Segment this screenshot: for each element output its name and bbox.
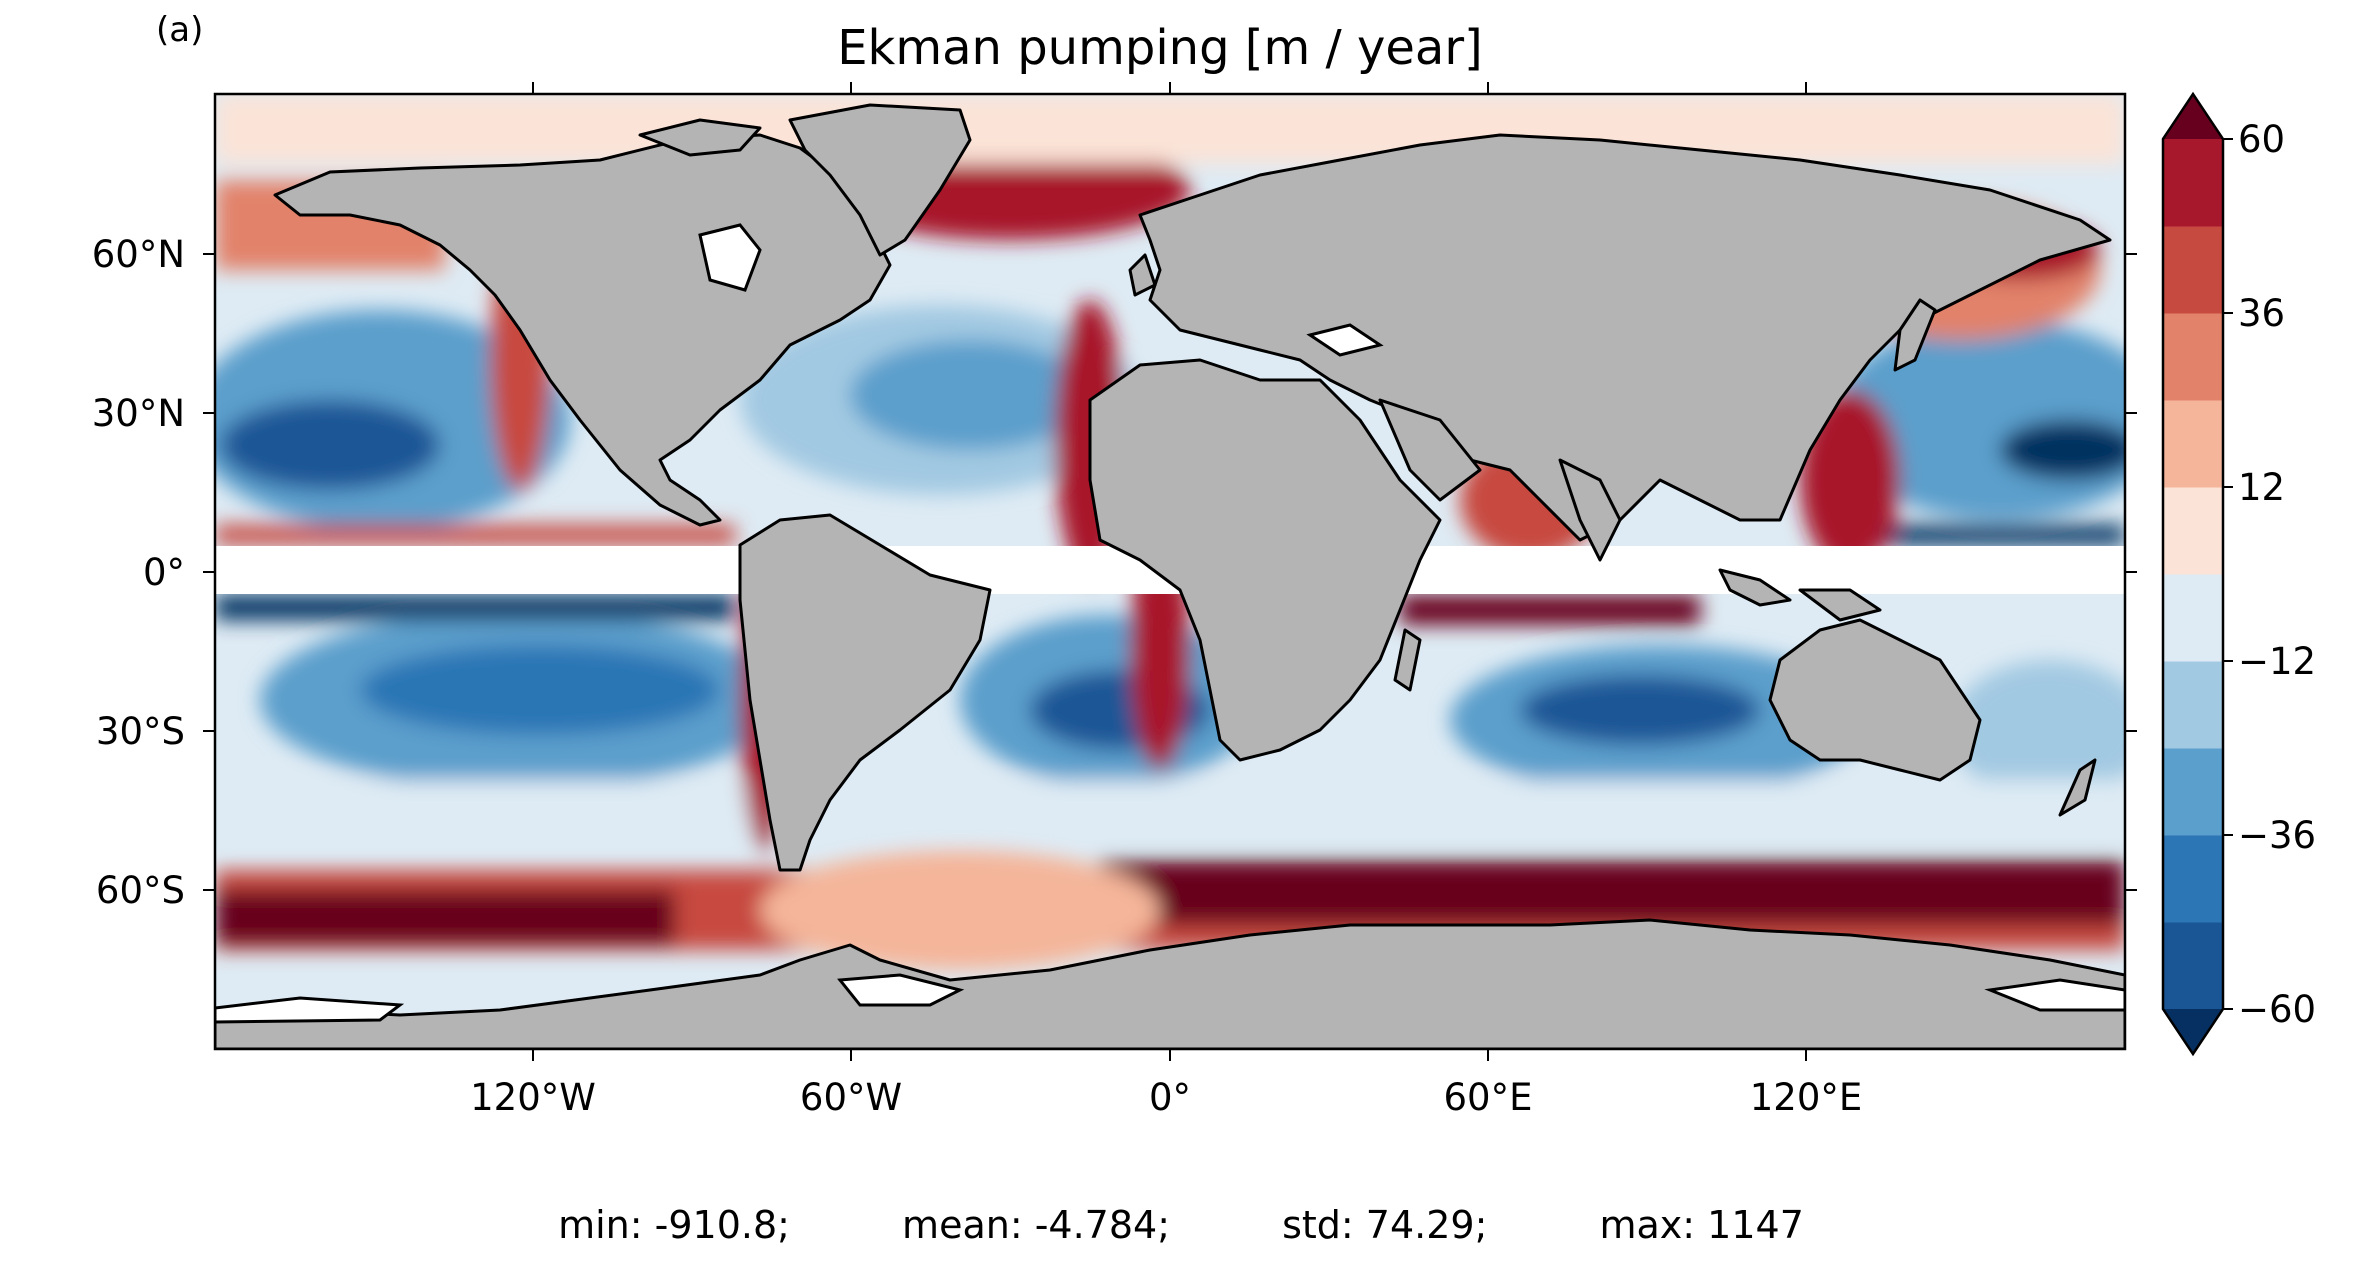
colorbar-segment (2163, 313, 2223, 401)
eurasia (1138, 133, 2112, 542)
colorbar-segment (2163, 487, 2223, 575)
lon-label-120w: 120°W (470, 1076, 596, 1119)
lat-ticks (203, 253, 2137, 891)
lon-label-60w: 60°W (800, 1076, 902, 1119)
lon-label-120e: 120°E (1750, 1076, 1863, 1119)
colorbar-segment (2163, 922, 2223, 1010)
stat-std: std: 74.29; (1282, 1203, 1488, 1247)
colorbar-segment (2163, 835, 2223, 923)
colorbar-segment (2163, 226, 2223, 314)
colorbar-label-60: 60 (2238, 118, 2285, 161)
map-title: Ekman pumping [m / year] (837, 20, 1483, 76)
arctic-islands (638, 118, 762, 157)
south-america (738, 513, 992, 872)
lat-label-0: 0° (143, 551, 185, 594)
stat-max: max: 1147 (1599, 1203, 1804, 1247)
africa (1088, 358, 1442, 762)
india (1558, 458, 1622, 562)
colorbar-extend-over (2163, 94, 2223, 139)
lat-label-60s: 60°S (96, 869, 185, 912)
colorbar-label-12: 12 (2238, 466, 2285, 509)
lat-label-30s: 30°S (96, 710, 185, 753)
lat-label-30n: 30°N (92, 392, 185, 435)
colorbar-label-neg60: −60 (2238, 988, 2316, 1031)
arabia (1378, 398, 1482, 502)
stat-min: min: -910.8; (558, 1203, 790, 1247)
colorbar-extend-under (2163, 1009, 2223, 1054)
stat-mean: mean: -4.784; (902, 1203, 1170, 1247)
ekman-field (215, 94, 2125, 970)
colorbar-segment (2163, 139, 2223, 227)
lon-label-60e: 60°E (1444, 1076, 1533, 1119)
colorbar-segment (2163, 748, 2223, 836)
colorbar-segment (2163, 661, 2223, 749)
madagascar (1393, 628, 1422, 692)
colorbar-segment (2163, 574, 2223, 662)
stats-line: min: -910.8; mean: -4.784; std: 74.29; m… (0, 1203, 2362, 1247)
map-area (215, 94, 2125, 1049)
colorbar (2161, 91, 2233, 1057)
colorbar-segment (2163, 400, 2223, 488)
panel-label: (a) (156, 10, 204, 50)
lon-ticks (532, 82, 1807, 1061)
colorbar-label-neg36: −36 (2238, 814, 2316, 857)
lat-label-60n: 60°N (92, 233, 185, 276)
lon-label-0: 0° (1149, 1076, 1191, 1119)
colorbar-label-neg12: −12 (2238, 640, 2316, 683)
australia (1768, 618, 1982, 782)
greenland (788, 103, 972, 257)
antarctica (215, 918, 2125, 1049)
ice-shelves (215, 223, 2125, 1024)
colorbar-label-36: 36 (2238, 292, 2285, 335)
